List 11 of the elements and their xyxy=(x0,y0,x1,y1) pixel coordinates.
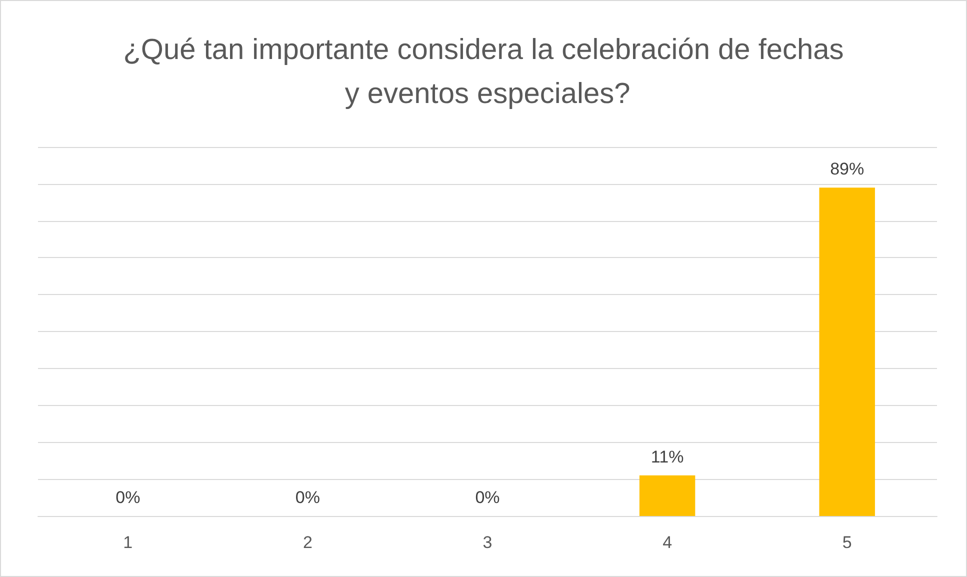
data-label: 89% xyxy=(830,160,864,179)
x-tick-label: 5 xyxy=(842,533,852,552)
x-tick-label: 1 xyxy=(123,533,133,552)
chart-title: ¿Qué tan importante considera la celebración de fechas y eventos especiales? xyxy=(123,34,844,110)
x-tick-label: 3 xyxy=(482,533,492,552)
data-label: 0% xyxy=(116,488,140,507)
data-label: 0% xyxy=(475,488,500,507)
data-label: 11% xyxy=(650,447,684,466)
x-tick-label: 4 xyxy=(662,533,672,552)
x-tick-label: 2 xyxy=(302,533,312,552)
data-label: 0% xyxy=(295,488,320,507)
